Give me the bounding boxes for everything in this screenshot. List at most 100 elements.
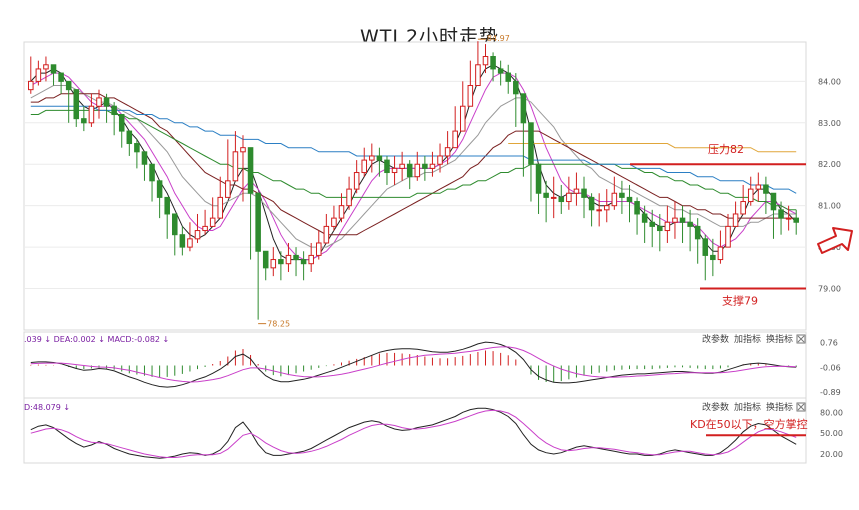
candle-body	[505, 72, 512, 82]
candle-body	[550, 196, 557, 199]
candle-body	[285, 254, 292, 265]
candle-body	[179, 234, 186, 248]
candle-body	[270, 259, 277, 269]
kd-menu-item: 换指标	[766, 401, 793, 413]
candle-body	[763, 184, 769, 194]
level-label: 压力82	[708, 143, 744, 156]
candle-body	[444, 147, 451, 157]
candle-body	[429, 163, 436, 169]
candle-body	[740, 201, 746, 215]
kd-menu-item: 加指标	[734, 401, 761, 413]
macd-tick-label: -0.06	[820, 363, 841, 372]
kd-pane: D:48.079 ↓ 80.00 50.00 20.00 KD在50以下，空方掌控 改参数…	[23, 397, 843, 464]
macd-dea-line	[30, 346, 797, 383]
candle-body	[497, 68, 504, 74]
candle-body	[202, 225, 208, 232]
macd-header: .039 ↓ DEA:0.002 ↓ MACD:-0.082 ↓	[24, 335, 169, 344]
candle-body	[558, 196, 565, 203]
candle-body	[240, 147, 246, 153]
candle-body	[543, 192, 549, 198]
price-tick-label: 83.00	[818, 119, 841, 128]
candle-body	[262, 250, 269, 269]
macd-tick-label: 0.76	[820, 339, 838, 348]
candle-body	[672, 217, 678, 223]
candle-body	[149, 163, 155, 182]
candle-body	[732, 213, 739, 227]
kd-d-line	[30, 409, 797, 458]
candle-body	[778, 209, 784, 219]
candle-body	[126, 130, 133, 145]
candle-body	[361, 159, 368, 174]
arrow-right-icon	[817, 227, 853, 254]
macd-pane: .039 ↓ DEA:0.002 ↓ MACD:-0.082 ↓ 0.76 -0.0…	[23, 331, 841, 399]
candle-body	[346, 188, 352, 207]
candle-body	[58, 72, 64, 82]
candle-body	[43, 64, 49, 70]
candle-body	[459, 105, 466, 132]
price-pane-frame	[23, 41, 807, 331]
candle-body	[513, 80, 519, 95]
candle-body	[209, 217, 216, 227]
candle-body	[255, 192, 261, 252]
candle-body	[331, 217, 337, 227]
ma-line	[30, 109, 797, 211]
candle-body	[467, 85, 474, 107]
candle-body	[369, 155, 375, 161]
candle-body	[603, 205, 610, 211]
candle-body	[164, 196, 170, 215]
kd-tick-label: 20.00	[820, 450, 843, 459]
candle-body	[187, 238, 193, 248]
candle-body	[535, 163, 542, 194]
ma-line	[30, 105, 797, 194]
high-marker-label: 84.97	[487, 34, 510, 43]
candle-body	[641, 213, 648, 223]
candle-body	[717, 246, 724, 261]
candle-body	[566, 192, 572, 203]
candle-body	[134, 143, 140, 153]
close-icon-cross	[797, 335, 805, 343]
candle-body	[710, 254, 716, 261]
candle-body	[664, 221, 671, 232]
macd-pane-frame	[23, 331, 807, 399]
candle-body	[793, 217, 799, 223]
candle-body	[103, 97, 110, 107]
candle-body	[437, 155, 443, 165]
candle-body	[141, 151, 148, 165]
price-pane: 79.0080.0081.0082.0083.0084.00压力82支撑7984…	[23, 34, 841, 331]
candle-body	[785, 217, 792, 220]
candle-body	[65, 80, 72, 91]
candle-body	[596, 209, 602, 212]
ma-line	[30, 93, 797, 236]
candle-body	[88, 105, 95, 124]
candle-body	[770, 192, 777, 211]
candle-body	[300, 259, 307, 265]
candle-body	[225, 180, 231, 198]
candle-body	[28, 80, 34, 91]
candle-body	[81, 118, 87, 124]
candle-body	[278, 259, 284, 265]
kd-header: D:48.079 ↓	[24, 403, 70, 412]
candle-body	[391, 167, 398, 174]
macd-menu-item: 换指标	[766, 333, 793, 345]
candle-body	[687, 221, 693, 227]
candle-body	[172, 213, 178, 236]
candle-body	[399, 163, 405, 169]
ma-line	[30, 85, 797, 248]
candle-body	[422, 163, 428, 169]
candle-body	[475, 64, 481, 87]
candle-body	[452, 130, 458, 149]
price-tick-label: 81.00	[818, 202, 841, 211]
candle-body	[73, 89, 80, 120]
kd-tick-label: 80.00	[820, 408, 843, 417]
macd-menu-item: 改参数	[702, 333, 729, 345]
candle-body	[619, 192, 625, 198]
candle-body	[702, 238, 709, 256]
overlay	[817, 227, 853, 254]
candle-body	[247, 147, 254, 194]
kd-tick-label: 50.00	[820, 429, 843, 438]
candle-body	[520, 93, 527, 124]
price-tick-label: 79.00	[818, 285, 841, 294]
candle-body	[293, 254, 299, 261]
candle-body	[626, 196, 633, 203]
